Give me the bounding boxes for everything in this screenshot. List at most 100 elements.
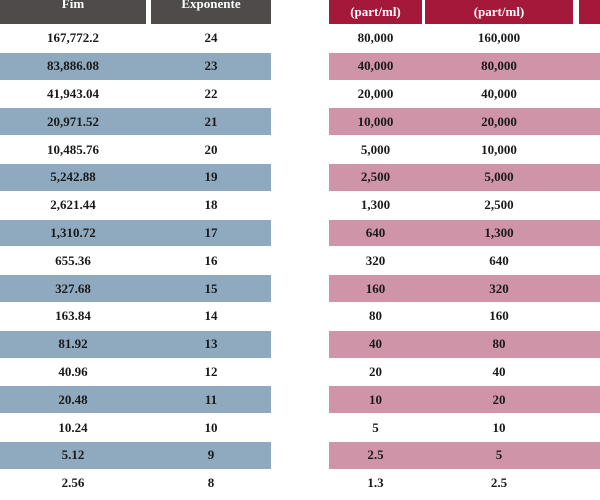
exponent-cell: 14	[204, 308, 218, 324]
part-ml-cell-1: 320	[365, 252, 386, 268]
exponent-cell: 16	[204, 252, 218, 268]
left-table-body: 167,772.2 24 83,886.08 23 41,943.04 22 20,971.…	[0, 24, 271, 497]
part-ml-cell-2: 20,000	[425, 108, 573, 136]
table-row: 5,000 10,000	[329, 135, 600, 163]
part-ml-cell-3	[579, 136, 600, 163]
part-ml-cell-3	[579, 247, 600, 274]
table-row: 1,310.72 17	[0, 218, 271, 247]
header-part-ml-2: (part/ml)	[425, 0, 573, 24]
fim-cell: 1,310.72	[0, 219, 146, 247]
table-row: 1.3 2.5	[329, 468, 600, 497]
table-row: 40 80	[329, 329, 600, 358]
table-row: 80,000 160,000	[329, 24, 600, 52]
exponent-cell: 11	[151, 386, 271, 414]
header-fim: Fim	[0, 0, 146, 24]
part-ml-cell-1: 80	[369, 308, 382, 324]
part-ml-cell-3	[579, 52, 600, 80]
table-row: 2,621.44 18	[0, 190, 271, 219]
part-ml-cell-2: 5	[425, 441, 573, 469]
table-row: 655.36 16	[0, 246, 271, 274]
table-row: 1,300 2,500	[329, 190, 600, 219]
part-ml-cell-2: 10,000	[481, 141, 517, 157]
part-ml-cell-3	[579, 25, 600, 52]
fim-cell: 10.24	[58, 419, 88, 435]
fim-cell: 163.84	[55, 308, 91, 324]
part-ml-cell-2: 320	[425, 275, 573, 302]
fim-cell: 167,772.2	[47, 30, 99, 46]
fim-cell: 40.96	[58, 363, 88, 379]
fim-cell: 5.12	[0, 441, 146, 469]
table-row: 640 1,300	[329, 218, 600, 247]
part-ml-cell-3	[579, 441, 600, 469]
part-ml-cell-2: 2,500	[484, 197, 514, 213]
part-ml-cell-1: 20	[369, 363, 382, 379]
part-ml-cell-2: 160,000	[477, 30, 521, 46]
part-ml-cell-1: 10,000	[329, 108, 422, 136]
exponent-cell: 20	[204, 141, 218, 157]
part-ml-cell-1: 40,000	[329, 52, 422, 80]
header-part-ml-3	[579, 0, 600, 24]
fim-cell: 5,242.88	[0, 163, 146, 191]
part-ml-cell-1: 2.5	[329, 441, 422, 469]
part-ml-cell-1: 1.3	[367, 475, 384, 491]
fim-cell: 2.56	[61, 475, 85, 491]
exponent-cell: 8	[207, 475, 215, 491]
table-row: 163.84 14	[0, 301, 271, 330]
fim-cell: 81.92	[0, 330, 146, 358]
fim-cell: 20,971.52	[0, 108, 146, 136]
part-ml-cell-1: 20,000	[357, 85, 394, 101]
part-ml-cell-1: 5,000	[360, 141, 391, 157]
part-ml-cell-1: 160	[329, 275, 422, 302]
table-row: 167,772.2 24	[0, 24, 271, 52]
part-ml-cell-1: 640	[329, 219, 422, 247]
part-ml-cell-2: 80	[425, 330, 573, 358]
fim-cell: 41,943.04	[47, 85, 99, 101]
part-ml-cell-2: 20	[425, 386, 573, 414]
fim-cell: 2,621.44	[50, 197, 96, 213]
table-row: 5.12 9	[0, 440, 271, 469]
part-ml-cell-1: 1,300	[360, 197, 391, 213]
table-row: 2.56 8	[0, 468, 271, 497]
table-row: 41,943.04 22	[0, 79, 271, 108]
table-row: 20,000 40,000	[329, 79, 600, 108]
table-row: 5,242.88 19	[0, 162, 271, 191]
part-ml-cell-2: 160	[489, 308, 509, 324]
part-ml-cell-3	[579, 470, 600, 497]
fim-cell: 327.68	[0, 275, 146, 302]
table-row: 10.24 10	[0, 413, 271, 441]
part-ml-cell-1: 40	[329, 330, 422, 358]
fim-exponent-table: Fim Exponente 167,772.2 24 83,886.08 23 41,9…	[0, 0, 271, 497]
part-ml-cell-1: 80,000	[357, 30, 394, 46]
part-ml-cell-2: 40	[492, 363, 506, 379]
table-row: 40,000 80,000	[329, 51, 600, 80]
fim-cell: 83,886.08	[0, 52, 146, 80]
part-ml-cell-3	[579, 81, 600, 108]
header-part-ml-1: (part/ml)	[329, 0, 422, 24]
exponent-cell: 21	[151, 108, 271, 136]
part-ml-cell-2: 10	[492, 419, 506, 435]
part-ml-cell-3	[579, 192, 600, 219]
table-row: 83,886.08 23	[0, 51, 271, 80]
exponent-cell: 9	[151, 441, 271, 469]
part-ml-cell-3	[579, 359, 600, 386]
table-row: 327.68 15	[0, 274, 271, 302]
table-row: 20,971.52 21	[0, 107, 271, 136]
part-ml-cell-2: 2.5	[490, 475, 508, 491]
exponent-cell: 12	[204, 363, 218, 379]
fim-cell: 655.36	[55, 252, 91, 268]
part-ml-cell-1: 5	[372, 419, 379, 435]
part-ml-cell-2: 40,000	[481, 85, 517, 101]
part-ml-cell-2: 5,000	[425, 163, 573, 191]
table-row: 80 160	[329, 301, 600, 330]
exponent-cell: 10	[204, 419, 218, 435]
table-row: 160 320	[329, 274, 600, 302]
header-exponente: Exponente	[151, 0, 271, 24]
exponent-cell: 24	[204, 30, 218, 46]
table-row: 40.96 12	[0, 357, 271, 386]
part-ml-cell-1: 10	[329, 386, 422, 414]
table-row: 2,500 5,000	[329, 162, 600, 191]
table-row: 320 640	[329, 246, 600, 274]
part-ml-cell-3	[579, 330, 600, 358]
part-ml-cell-3	[579, 108, 600, 136]
part-ml-cell-3	[579, 219, 600, 247]
